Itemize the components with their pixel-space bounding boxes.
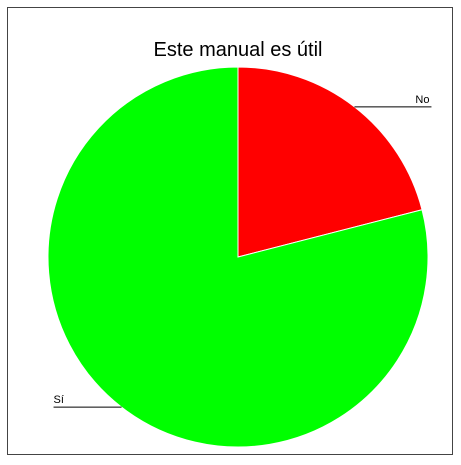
pie-slice [47, 66, 429, 448]
slice-label: No [415, 94, 429, 106]
slice-label: Sí [54, 394, 64, 406]
chart-title: Este manual es útil [154, 39, 323, 61]
